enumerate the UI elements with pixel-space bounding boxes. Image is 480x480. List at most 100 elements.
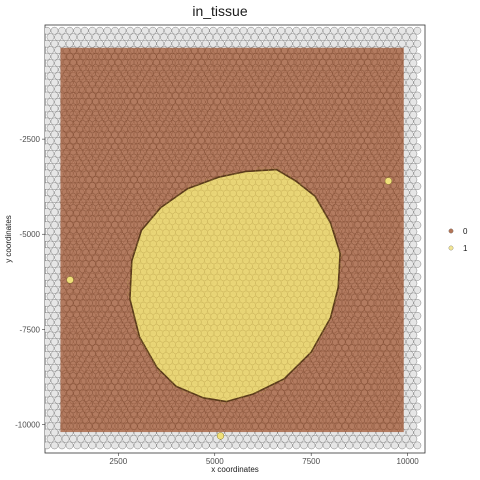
off-array-spot [50, 286, 59, 294]
off-array-spot [368, 39, 376, 48]
off-array-spot [46, 344, 55, 353]
off-array-spot [46, 188, 55, 197]
off-array-spot [405, 130, 414, 139]
off-array-spot [45, 91, 51, 100]
off-array-spot [186, 26, 195, 35]
off-array-spot [341, 435, 350, 443]
off-array-spot [322, 26, 331, 35]
off-array-spot [409, 292, 418, 301]
off-array-spot [243, 33, 251, 42]
off-array-spot [118, 441, 127, 450]
off-array-spot [77, 435, 85, 443]
off-array-spot [413, 169, 422, 178]
off-array-spot [356, 33, 365, 42]
off-array-spot [405, 376, 414, 385]
off-array-spot [50, 324, 59, 333]
off-array-spot [197, 33, 206, 42]
off-array-spot [300, 441, 308, 450]
off-array-spot [50, 117, 59, 126]
off-array-spot [405, 182, 414, 190]
off-array-spot [375, 39, 384, 48]
off-array-spot [167, 33, 176, 42]
off-array-spot [405, 156, 414, 165]
off-array-spot [65, 441, 74, 450]
off-array-spot [205, 435, 214, 443]
off-array-spot [349, 435, 357, 443]
off-array-spot [409, 396, 418, 404]
off-array-spot [50, 273, 59, 281]
off-array-spot [84, 33, 93, 42]
off-array-spot [292, 26, 301, 35]
off-array-spot [45, 169, 51, 178]
off-array-spot [50, 402, 59, 411]
off-array-spot [405, 324, 414, 333]
off-array-spot [50, 130, 59, 139]
off-array-spot [398, 441, 407, 450]
off-array-spot [405, 52, 414, 61]
off-array-spot [413, 208, 422, 216]
off-array-spot [409, 344, 418, 353]
off-array-spot [50, 221, 59, 229]
off-array-spot [405, 402, 414, 411]
off-array-spot [46, 111, 55, 119]
off-array-spot [209, 26, 217, 35]
off-array-spot [137, 33, 145, 42]
off-array-spot [409, 162, 418, 171]
off-array-spot [50, 350, 59, 359]
off-array-spot [126, 39, 134, 48]
off-array-spot [409, 175, 418, 184]
off-array-spot [413, 117, 422, 126]
off-array-spot [45, 376, 51, 385]
off-array-spot [46, 85, 55, 93]
off-array-spot [239, 26, 248, 35]
off-array-spot [413, 156, 422, 165]
off-array-spot [345, 39, 354, 48]
off-array-spot [46, 227, 55, 236]
off-array-spot [220, 33, 229, 42]
off-array-spot [216, 441, 225, 450]
off-array-spot [409, 318, 418, 327]
off-array-spot [45, 65, 51, 74]
off-array-spot [413, 195, 422, 203]
off-array-spot [45, 337, 51, 346]
off-array-spot [103, 441, 112, 450]
off-array-spot [58, 26, 66, 35]
off-array-spot [50, 299, 59, 307]
off-array-spot [326, 435, 335, 443]
off-array-spot [50, 156, 59, 165]
off-array-spot [45, 156, 51, 165]
off-array-spot [318, 33, 327, 42]
off-array-spot [224, 441, 233, 450]
off-array-spot [303, 33, 312, 42]
off-array-spot [333, 435, 342, 443]
off-array-spot [107, 435, 115, 443]
off-array-spot [405, 234, 414, 242]
off-array-spot [50, 428, 59, 437]
off-array-spot [232, 26, 240, 35]
off-array-spot [45, 273, 51, 281]
off-array-spot [156, 441, 165, 450]
off-array-spot [160, 435, 168, 443]
off-array-spot [330, 26, 339, 35]
off-array-spot [190, 33, 198, 42]
off-array-spot [239, 39, 248, 48]
off-array-spot [156, 39, 165, 48]
off-array-spot [46, 46, 55, 54]
off-array-spot [45, 104, 51, 113]
off-array-spot [413, 91, 422, 100]
off-array-spot [277, 441, 286, 450]
off-array-spot [413, 389, 422, 398]
off-array-spot [45, 350, 51, 359]
off-array-spot [45, 325, 51, 333]
off-array-spot [45, 389, 51, 398]
off-array-spot [284, 39, 293, 48]
off-array-spot [349, 33, 357, 42]
off-array-spot [413, 337, 422, 346]
off-array-spot [45, 182, 51, 190]
off-array-spot [398, 39, 407, 48]
off-array-spot [413, 52, 422, 61]
off-array-spot [413, 376, 422, 385]
off-array-spot [50, 234, 59, 242]
off-array-spot [409, 357, 418, 366]
off-array-spot [46, 175, 55, 184]
